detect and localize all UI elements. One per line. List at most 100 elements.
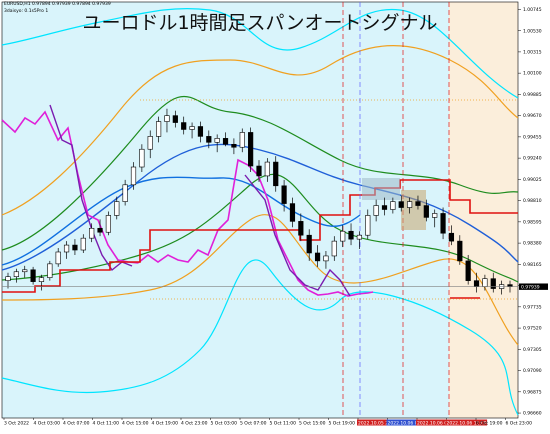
x-tick-label: 3 Oct 2022 <box>4 421 29 427</box>
x-tick-label: 2022.10.06 03:00 <box>388 421 428 427</box>
symbol-info: EURUSD,H1 0.97894 0.97939 0.97894 0.9793… <box>4 2 111 7</box>
candle-body <box>432 213 438 218</box>
x-tick-highlight <box>357 419 399 426</box>
candle <box>5 272 11 289</box>
candle-body <box>490 278 496 289</box>
candle <box>406 197 413 214</box>
y-tick-label: 0.99670 <box>523 113 542 119</box>
candle-body <box>22 269 28 273</box>
candle <box>97 219 103 237</box>
y-tick-label: 1.00315 <box>523 50 542 56</box>
candle <box>298 213 304 242</box>
candle <box>381 197 388 216</box>
candle <box>340 225 346 248</box>
y-tick-label: 1.00745 <box>523 7 542 13</box>
candle-body <box>306 234 312 254</box>
signal-box-2 <box>401 190 426 230</box>
candle-body <box>30 269 36 282</box>
price-tag <box>519 283 548 290</box>
y-tick-label: 0.98810 <box>523 198 542 204</box>
candle-body <box>482 278 488 287</box>
candle-body <box>80 237 86 251</box>
candle <box>172 110 178 128</box>
plot-area <box>2 2 518 418</box>
x-tick-label: 4 Oct 11:00 <box>93 421 120 427</box>
candle-body <box>55 251 61 265</box>
candle <box>181 116 187 135</box>
candle <box>231 138 237 155</box>
candle-body <box>365 215 371 236</box>
candle-body <box>256 165 262 177</box>
candle-body <box>189 126 195 130</box>
x-tick-label: 5 Oct 11:00 <box>270 421 297 427</box>
candle <box>38 274 45 291</box>
candle <box>89 223 95 243</box>
candle <box>206 130 212 149</box>
y-tick-label: 0.99455 <box>523 134 542 140</box>
candle-body <box>63 244 70 253</box>
candle <box>398 195 404 212</box>
candle-body <box>356 234 363 240</box>
y-tick-label: 0.99025 <box>523 177 542 183</box>
plot-frame <box>1 1 519 419</box>
candle-body <box>147 136 153 150</box>
x-tick-label: 2022.10.05 23:00 <box>358 421 398 427</box>
candle <box>122 179 128 206</box>
y-tick-label: 0.99240 <box>523 156 542 162</box>
signal-box-1 <box>362 178 400 200</box>
candle-body <box>222 138 229 145</box>
x-tick-highlight <box>416 419 458 426</box>
candle <box>440 207 446 240</box>
candle-body <box>440 213 446 234</box>
candle <box>80 234 86 253</box>
center-line-2 <box>1 176 361 266</box>
candle <box>63 241 70 259</box>
candle-body <box>340 230 346 242</box>
candle <box>356 231 363 250</box>
candle-body <box>72 244 78 251</box>
y-tick-label: 0.96660 <box>523 411 542 417</box>
candle-body <box>214 138 220 143</box>
candle-body <box>398 201 404 208</box>
candle <box>273 156 279 192</box>
price-tag-label: 0.97939 <box>521 284 540 290</box>
x-tick-label: 5 Oct 15:00 <box>299 421 326 427</box>
candle-body <box>155 121 162 137</box>
candle-body <box>5 276 11 281</box>
chart-title: ユーロドル1時間足スパンオートシグナル <box>82 12 438 34</box>
x-tick-label: 4 Oct 07:00 <box>63 421 90 427</box>
candle <box>147 130 153 159</box>
candle <box>281 179 287 212</box>
candle <box>30 266 36 285</box>
candle-body <box>465 260 471 281</box>
candle <box>457 235 463 265</box>
candle-body <box>507 284 513 287</box>
candle-body <box>298 221 304 236</box>
x-tick-label: 6 Oct 23:00 <box>506 421 533 427</box>
x-tick-label: 5 Oct 19:00 <box>329 421 356 427</box>
center-line <box>1 143 519 271</box>
candle-body <box>231 143 237 148</box>
x-tick-label: 4 Oct 03:00 <box>34 421 61 427</box>
candle <box>314 245 321 267</box>
candle <box>423 199 429 222</box>
candle <box>13 268 19 283</box>
candle-body <box>47 263 53 278</box>
candle-body <box>331 240 337 257</box>
candle <box>289 197 296 228</box>
candle-body <box>390 201 396 210</box>
y-tick-label: 0.99885 <box>523 92 542 98</box>
mid-upper-band <box>1 45 519 216</box>
candle-body <box>348 230 354 240</box>
y-tick-label: 1.00530 <box>523 28 542 34</box>
candle <box>415 195 421 210</box>
x-tick-label: 4 Oct 15:00 <box>122 421 149 427</box>
candle-body <box>97 227 103 233</box>
candle-body <box>415 201 421 206</box>
candle-body <box>239 132 245 148</box>
candle-body <box>289 203 296 222</box>
candle <box>239 128 245 153</box>
candle-body <box>181 122 187 130</box>
